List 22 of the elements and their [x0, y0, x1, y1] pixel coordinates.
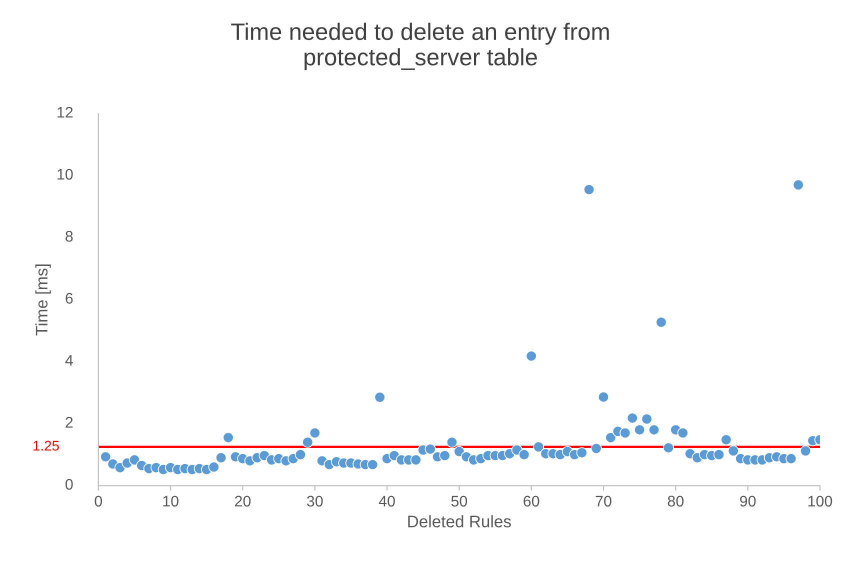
x-tick-label: 50	[451, 496, 468, 507]
x-tick-label: 100	[808, 496, 832, 507]
y-tick-label: 8	[66, 230, 73, 242]
x-tick-label: 40	[378, 496, 395, 507]
y-tick-label: 10	[58, 168, 73, 180]
y-tick-label: 6	[66, 292, 73, 304]
y-tick-label: 4	[65, 355, 73, 366]
x-tick-label: 70	[596, 496, 612, 507]
x-tick-label: 30	[306, 496, 323, 507]
y-tick-label: 12	[58, 106, 73, 118]
ref-line-label: 1.25	[34, 440, 59, 451]
x-tick-label: 90	[740, 496, 756, 507]
x-tick-label: 80	[668, 496, 684, 507]
chart-title: Time needed to delete an entry from protected_server table	[231, 22, 609, 70]
y-axis-title: Time [ms]	[35, 264, 51, 336]
x-axis-title: Deleted Rules	[408, 515, 511, 528]
x-tick-label: 60	[524, 496, 540, 507]
y-tick-label: 2	[66, 416, 73, 428]
x-tick-label: 0	[94, 496, 102, 507]
x-tick-label: 10	[163, 496, 178, 507]
x-tick-label: 20	[234, 496, 251, 507]
y-tick-label: 0	[66, 478, 73, 490]
